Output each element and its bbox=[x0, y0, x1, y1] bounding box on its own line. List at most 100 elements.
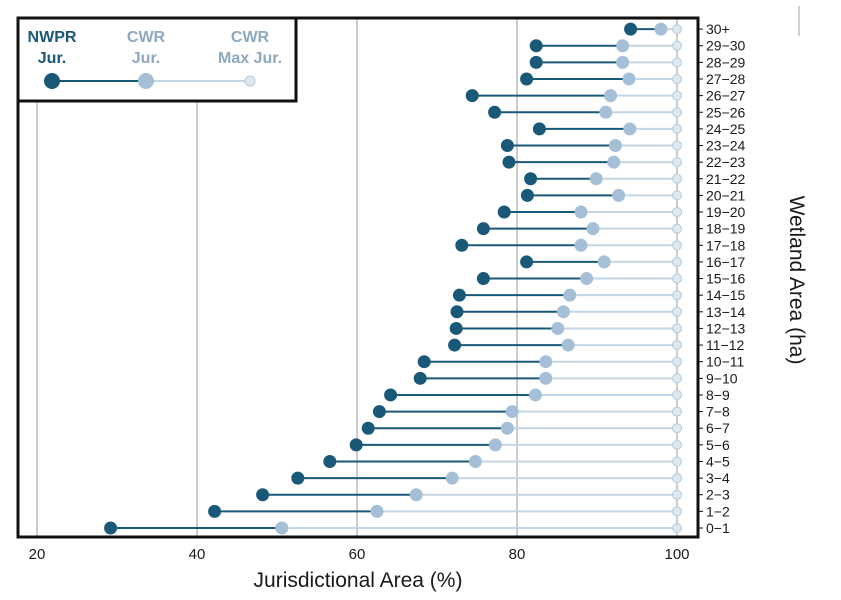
legend: NWPR Jur. CWR Jur. CWR Max Jur. bbox=[16, 16, 298, 103]
point-cwrmax-13 bbox=[672, 306, 682, 317]
point-nwpr-13 bbox=[450, 305, 464, 319]
point-nwpr-11 bbox=[448, 338, 462, 352]
point-cwr-1 bbox=[370, 504, 384, 518]
point-cwrmax-30 bbox=[672, 24, 682, 35]
point-nwpr-4 bbox=[323, 454, 337, 468]
point-nwpr-10 bbox=[417, 355, 431, 369]
point-cwr-27 bbox=[622, 72, 636, 86]
y-tick-label-14: 14−15 bbox=[706, 287, 746, 303]
point-nwpr-26 bbox=[465, 89, 479, 103]
point-cwrmax-21 bbox=[672, 173, 682, 184]
point-nwpr-7 bbox=[372, 405, 386, 419]
point-cwr-8 bbox=[528, 388, 542, 402]
x-tick-label-60: 60 bbox=[349, 546, 366, 563]
point-nwpr-20 bbox=[520, 188, 534, 202]
point-cwr-6 bbox=[500, 421, 514, 435]
y-tick-label-6: 6−7 bbox=[706, 420, 730, 436]
y-tick-label-2: 2−3 bbox=[706, 487, 730, 503]
point-nwpr-25 bbox=[488, 105, 502, 119]
data-marks bbox=[104, 22, 682, 535]
y-tick-label-15: 15−16 bbox=[706, 271, 746, 287]
y-tick-label-30: 30+ bbox=[706, 21, 730, 37]
y-tick-label-7: 7−8 bbox=[706, 404, 730, 420]
point-nwpr-28 bbox=[529, 55, 543, 69]
point-cwr-28 bbox=[616, 55, 630, 69]
point-nwpr-6 bbox=[361, 421, 375, 435]
point-cwrmax-22 bbox=[672, 157, 682, 168]
point-cwrmax-17 bbox=[672, 240, 682, 251]
legend-dot-cwrmax bbox=[244, 75, 256, 87]
y-axis-title: Wetland Area (ha) bbox=[785, 196, 808, 365]
point-cwr-11 bbox=[561, 338, 575, 352]
y-tick-label-1: 1−2 bbox=[706, 503, 730, 519]
point-nwpr-19 bbox=[497, 205, 511, 219]
y-tick-label-18: 18−19 bbox=[706, 221, 746, 237]
point-nwpr-14 bbox=[452, 288, 466, 302]
y-tick-label-9: 9−10 bbox=[706, 370, 738, 386]
point-cwrmax-26 bbox=[672, 90, 682, 101]
point-cwr-29 bbox=[616, 39, 630, 53]
point-cwr-23 bbox=[608, 139, 622, 153]
point-cwrmax-6 bbox=[672, 423, 682, 434]
point-nwpr-15 bbox=[476, 272, 490, 286]
point-cwr-21 bbox=[589, 172, 603, 186]
y-tick-label-5: 5−6 bbox=[706, 437, 730, 453]
legend-cwr-line2: Jur. bbox=[132, 50, 160, 67]
point-cwr-5 bbox=[488, 438, 502, 452]
point-cwr-3 bbox=[445, 471, 459, 485]
point-nwpr-9 bbox=[413, 371, 427, 385]
point-nwpr-0 bbox=[104, 521, 118, 535]
y-tick-label-3: 3−4 bbox=[706, 470, 730, 486]
y-tick-label-22: 22−23 bbox=[706, 154, 746, 170]
y-tick-label-29: 29−30 bbox=[706, 38, 746, 54]
point-cwrmax-25 bbox=[672, 107, 682, 118]
point-cwrmax-9 bbox=[672, 373, 682, 384]
x-tick-labels: 20 40 60 80 100 bbox=[29, 546, 690, 563]
point-cwr-24 bbox=[623, 122, 637, 136]
point-cwr-19 bbox=[574, 205, 588, 219]
point-cwrmax-2 bbox=[672, 489, 682, 500]
plot-frame bbox=[16, 16, 700, 539]
point-cwr-20 bbox=[612, 188, 626, 202]
point-nwpr-29 bbox=[529, 39, 543, 53]
point-cwrmax-5 bbox=[672, 439, 682, 450]
point-cwrmax-10 bbox=[672, 356, 682, 367]
y-tick-label-17: 17−18 bbox=[706, 237, 746, 253]
point-cwr-9 bbox=[539, 371, 553, 385]
y-tick-label-28: 28−29 bbox=[706, 54, 746, 70]
legend-cwrmax-line2: Max Jur. bbox=[218, 50, 282, 67]
legend-nwpr-line1: NWPR bbox=[28, 29, 77, 46]
point-cwrmax-23 bbox=[672, 140, 682, 151]
point-cwr-13 bbox=[556, 305, 570, 319]
legend-box bbox=[16, 16, 298, 103]
legend-dot-cwr bbox=[138, 73, 154, 89]
point-cwrmax-1 bbox=[672, 506, 682, 517]
y-tick-label-12: 12−13 bbox=[706, 320, 746, 336]
point-cwr-4 bbox=[468, 454, 482, 468]
y-tick-label-23: 23−24 bbox=[706, 138, 746, 154]
y-tick-label-11: 11−12 bbox=[706, 337, 744, 353]
y-tick-label-4: 4−5 bbox=[706, 453, 730, 469]
point-nwpr-27 bbox=[520, 72, 534, 86]
point-nwpr-23 bbox=[500, 139, 514, 153]
point-cwr-25 bbox=[599, 105, 613, 119]
legend-cwr-line1: CWR bbox=[127, 29, 166, 46]
y-tick-label-8: 8−9 bbox=[706, 387, 730, 403]
point-cwrmax-15 bbox=[672, 273, 682, 284]
point-nwpr-8 bbox=[384, 388, 398, 402]
legend-nwpr-line2: Jur. bbox=[38, 50, 66, 67]
point-cwrmax-18 bbox=[672, 223, 682, 234]
x-axis-title: Jurisdictional Area (%) bbox=[254, 569, 463, 592]
x-tick-label-80: 80 bbox=[509, 546, 526, 563]
point-cwrmax-3 bbox=[672, 473, 682, 484]
y-tick-labels: 0−11−22−33−44−55−66−77−88−99−1010−1111−1… bbox=[698, 21, 746, 536]
point-nwpr-30 bbox=[624, 22, 638, 36]
point-cwr-7 bbox=[505, 405, 519, 419]
point-cwr-17 bbox=[574, 238, 588, 252]
point-nwpr-17 bbox=[455, 238, 469, 252]
point-cwr-10 bbox=[539, 355, 553, 369]
point-cwr-18 bbox=[586, 222, 600, 236]
point-nwpr-18 bbox=[476, 222, 490, 236]
y-tick-label-0: 0−1 bbox=[706, 520, 730, 536]
point-cwrmax-8 bbox=[672, 389, 682, 400]
